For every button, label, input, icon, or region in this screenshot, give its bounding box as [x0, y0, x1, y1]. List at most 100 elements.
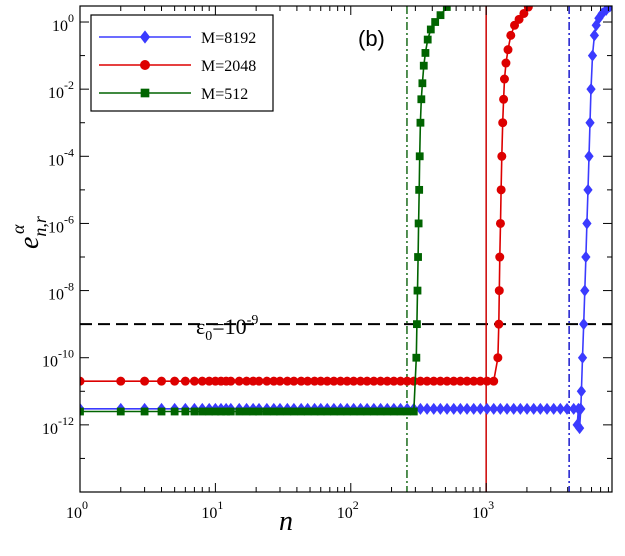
y-tick-label: 10-8	[48, 280, 74, 304]
data-point	[226, 376, 236, 386]
data-point	[435, 402, 446, 415]
data-point	[181, 407, 190, 416]
data-point	[582, 217, 592, 230]
x-tick-label: 100	[66, 498, 88, 522]
data-point	[455, 402, 466, 415]
data-point	[584, 150, 594, 163]
data-point	[502, 402, 512, 415]
data-point	[415, 402, 426, 415]
x-tick-label-exp: 0	[82, 498, 88, 512]
data-point	[323, 407, 332, 416]
data-point	[562, 402, 572, 415]
data-point	[522, 402, 532, 415]
y-tick-label-base: 10	[42, 421, 58, 438]
x-tick-label-exp: 3	[488, 498, 494, 512]
y-tick-label-base: 10	[48, 85, 64, 102]
x-tick-label-base: 10	[472, 505, 488, 522]
data-point	[157, 376, 167, 386]
data-point	[414, 219, 423, 228]
data-point	[336, 407, 345, 416]
data-point	[506, 30, 516, 40]
data-point	[242, 407, 251, 416]
plot-frame	[79, 5, 613, 493]
x-tick-label: 103	[472, 498, 494, 522]
data-point	[356, 407, 365, 416]
panel-label: (b)	[358, 26, 385, 51]
data-point	[496, 185, 506, 195]
y-tick-label-base: 10	[52, 18, 68, 35]
data-point	[140, 376, 150, 386]
data-point	[276, 407, 284, 416]
data-point	[574, 422, 585, 435]
y-tick-label: 10-6	[48, 212, 74, 236]
data-point	[189, 376, 199, 386]
legend-entry: M=2048	[99, 58, 256, 75]
data-point	[389, 407, 398, 416]
data-point	[116, 376, 126, 386]
data-point	[235, 407, 244, 416]
data-point	[469, 402, 479, 415]
data-point	[589, 29, 600, 42]
data-point	[383, 407, 392, 416]
y-tick-label-base: 10	[48, 219, 64, 236]
y-axis-title-sub: n,r	[30, 215, 50, 237]
data-point	[501, 58, 511, 68]
data-point	[583, 183, 593, 196]
data-point	[369, 407, 378, 416]
y-tick-label-base: 10	[48, 152, 64, 169]
data-point	[422, 402, 432, 415]
y-tick-label-exp: -12	[58, 414, 74, 428]
x-tick-label: 102	[337, 498, 359, 522]
data-point	[499, 74, 509, 84]
data-point	[157, 407, 166, 416]
data-point	[555, 402, 565, 415]
data-point	[297, 407, 306, 416]
y-tick-label-exp: -10	[58, 347, 74, 361]
y-tick-label-exp: -2	[64, 78, 74, 92]
y-tick-label-base: 10	[42, 354, 58, 371]
data-point	[198, 407, 207, 416]
x-tick-label: 101	[201, 498, 223, 522]
data-point	[80, 407, 84, 416]
data-point	[417, 95, 426, 104]
y-tick-label-exp: 0	[68, 11, 74, 25]
data-point	[577, 351, 588, 364]
y-axis-title-base: e	[14, 237, 45, 249]
data-point	[581, 250, 591, 264]
data-point	[409, 407, 418, 416]
x-tick-label-exp: 2	[353, 498, 359, 512]
data-point	[436, 11, 445, 20]
data-point	[585, 116, 595, 129]
axes: 100 101 102 10310-1210-1010-810-610-410-210…	[42, 6, 612, 522]
data-point	[303, 407, 312, 416]
data-point	[449, 402, 459, 415]
y-tick-label-exp: -8	[64, 280, 74, 294]
series-M=512	[80, 6, 451, 416]
data-point	[419, 61, 428, 70]
data-point	[403, 407, 412, 416]
data-point	[363, 407, 372, 416]
plot-area	[80, 6, 612, 492]
data-point	[431, 18, 440, 26]
data-point	[255, 407, 263, 416]
data-point	[170, 407, 179, 416]
data-point	[475, 402, 485, 415]
data-point	[275, 376, 285, 386]
legend-box	[90, 14, 274, 112]
legend-entry: M=512	[99, 86, 248, 103]
data-point	[523, 6, 533, 12]
data-point	[462, 402, 472, 415]
data-point	[343, 407, 352, 416]
data-point	[349, 407, 358, 416]
data-point	[234, 376, 244, 386]
data-point	[415, 185, 424, 194]
svg-text:ε0=10-9: ε0=10-9	[196, 313, 258, 344]
data-point	[289, 407, 298, 416]
legend-entry: M=8192	[99, 30, 256, 47]
legend-label: M=8192	[201, 30, 256, 47]
data-point	[542, 402, 552, 415]
data-point	[586, 83, 596, 96]
data-point	[426, 25, 435, 34]
data-point	[495, 218, 505, 228]
